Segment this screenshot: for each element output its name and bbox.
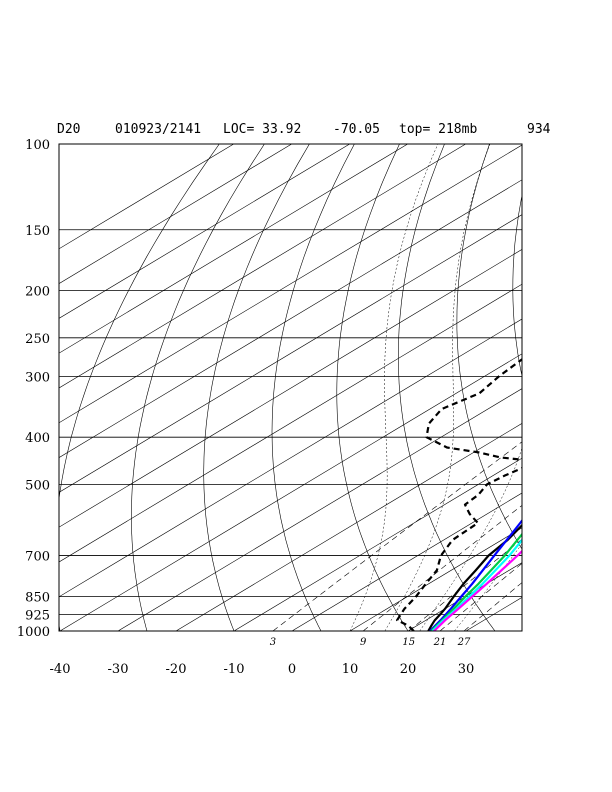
profile-series bbox=[433, 549, 522, 631]
dry-adiabat bbox=[271, 144, 355, 631]
header-datetime: 010923/2141 bbox=[115, 122, 201, 137]
y-tick-label: 300 bbox=[25, 370, 50, 385]
series-layer bbox=[396, 357, 522, 631]
header-top: top= 218mb bbox=[399, 122, 477, 137]
header: D20 010923/2141 LOC= 33.92 -70.05 top= 2… bbox=[57, 122, 551, 137]
x-tick-label: -20 bbox=[166, 662, 187, 677]
header-num: 934 bbox=[527, 122, 551, 137]
dry-adiabat bbox=[336, 144, 409, 631]
grid-layer bbox=[59, 144, 522, 631]
mixing-ratio-label: 3 bbox=[270, 637, 276, 648]
isotherm-line bbox=[349, 527, 522, 631]
isotherm-line bbox=[59, 214, 522, 493]
mixing-ratio-label: 21 bbox=[433, 637, 447, 648]
isotherm-line bbox=[59, 144, 522, 424]
isotherm-line bbox=[59, 353, 522, 631]
mixing-ratio-label: 9 bbox=[360, 637, 367, 648]
y-tick-label: 850 bbox=[25, 591, 50, 606]
mixing-ratio-label: 27 bbox=[457, 637, 471, 648]
dry-adiabat bbox=[131, 144, 265, 631]
profile-series bbox=[427, 523, 522, 631]
profile-series bbox=[430, 532, 522, 631]
dry-adiabat bbox=[59, 144, 220, 631]
isotherm-line bbox=[59, 144, 234, 250]
y-tick-label: 100 bbox=[25, 138, 50, 153]
dry-adiabat bbox=[456, 144, 522, 550]
x-tick-label: -30 bbox=[108, 662, 129, 677]
isotherm-line bbox=[59, 249, 522, 528]
mixing-ratio-line bbox=[463, 582, 522, 631]
mixing-ratio-line bbox=[439, 563, 522, 631]
isotherm-line bbox=[59, 144, 350, 319]
moist-adiabat bbox=[349, 144, 439, 631]
isotherm-line bbox=[59, 144, 292, 284]
mixing-ratio-line bbox=[362, 504, 522, 631]
profile-series bbox=[431, 538, 522, 631]
header-station: D20 bbox=[57, 122, 80, 137]
y-tick-label: 200 bbox=[25, 285, 50, 300]
mixing-ratio-line bbox=[272, 441, 522, 631]
isotherm-line bbox=[59, 283, 522, 563]
isotherm-line bbox=[59, 144, 466, 389]
x-tick-label: -40 bbox=[50, 662, 71, 677]
isotherm-line bbox=[59, 318, 522, 598]
header-loc: LOC= 33.92 bbox=[223, 122, 301, 137]
profile-series bbox=[429, 518, 522, 631]
header-lon: -70.05 bbox=[333, 122, 380, 137]
mixing-ratio-label: 15 bbox=[402, 637, 415, 648]
isotherm-line bbox=[291, 492, 522, 631]
y-tick-label: 250 bbox=[25, 332, 50, 347]
isotherm-line bbox=[233, 457, 522, 631]
x-tick-label: -10 bbox=[224, 662, 245, 677]
y-tick-label: 1000 bbox=[17, 625, 50, 640]
dewpoint-series bbox=[396, 357, 522, 631]
isotherm-line bbox=[117, 388, 522, 631]
isotherm-line bbox=[59, 144, 408, 354]
isotherm-line bbox=[175, 423, 522, 631]
x-tick-label: 30 bbox=[458, 662, 475, 677]
moist-adiabat bbox=[419, 447, 522, 631]
dry-adiabat bbox=[203, 144, 310, 631]
y-tick-label: 500 bbox=[25, 478, 50, 493]
y-tick-label: 925 bbox=[25, 609, 50, 624]
x-tick-label: 10 bbox=[342, 662, 359, 677]
dry-adiabat bbox=[512, 194, 522, 378]
x-tick-label: 20 bbox=[400, 662, 417, 677]
isotherm-line bbox=[59, 179, 522, 458]
y-tick-label: 150 bbox=[25, 224, 50, 239]
y-tick-label: 400 bbox=[25, 431, 50, 446]
plot-frame bbox=[58, 143, 523, 632]
x-tick-label: 0 bbox=[288, 662, 296, 677]
y-tick-label: 700 bbox=[25, 550, 50, 565]
